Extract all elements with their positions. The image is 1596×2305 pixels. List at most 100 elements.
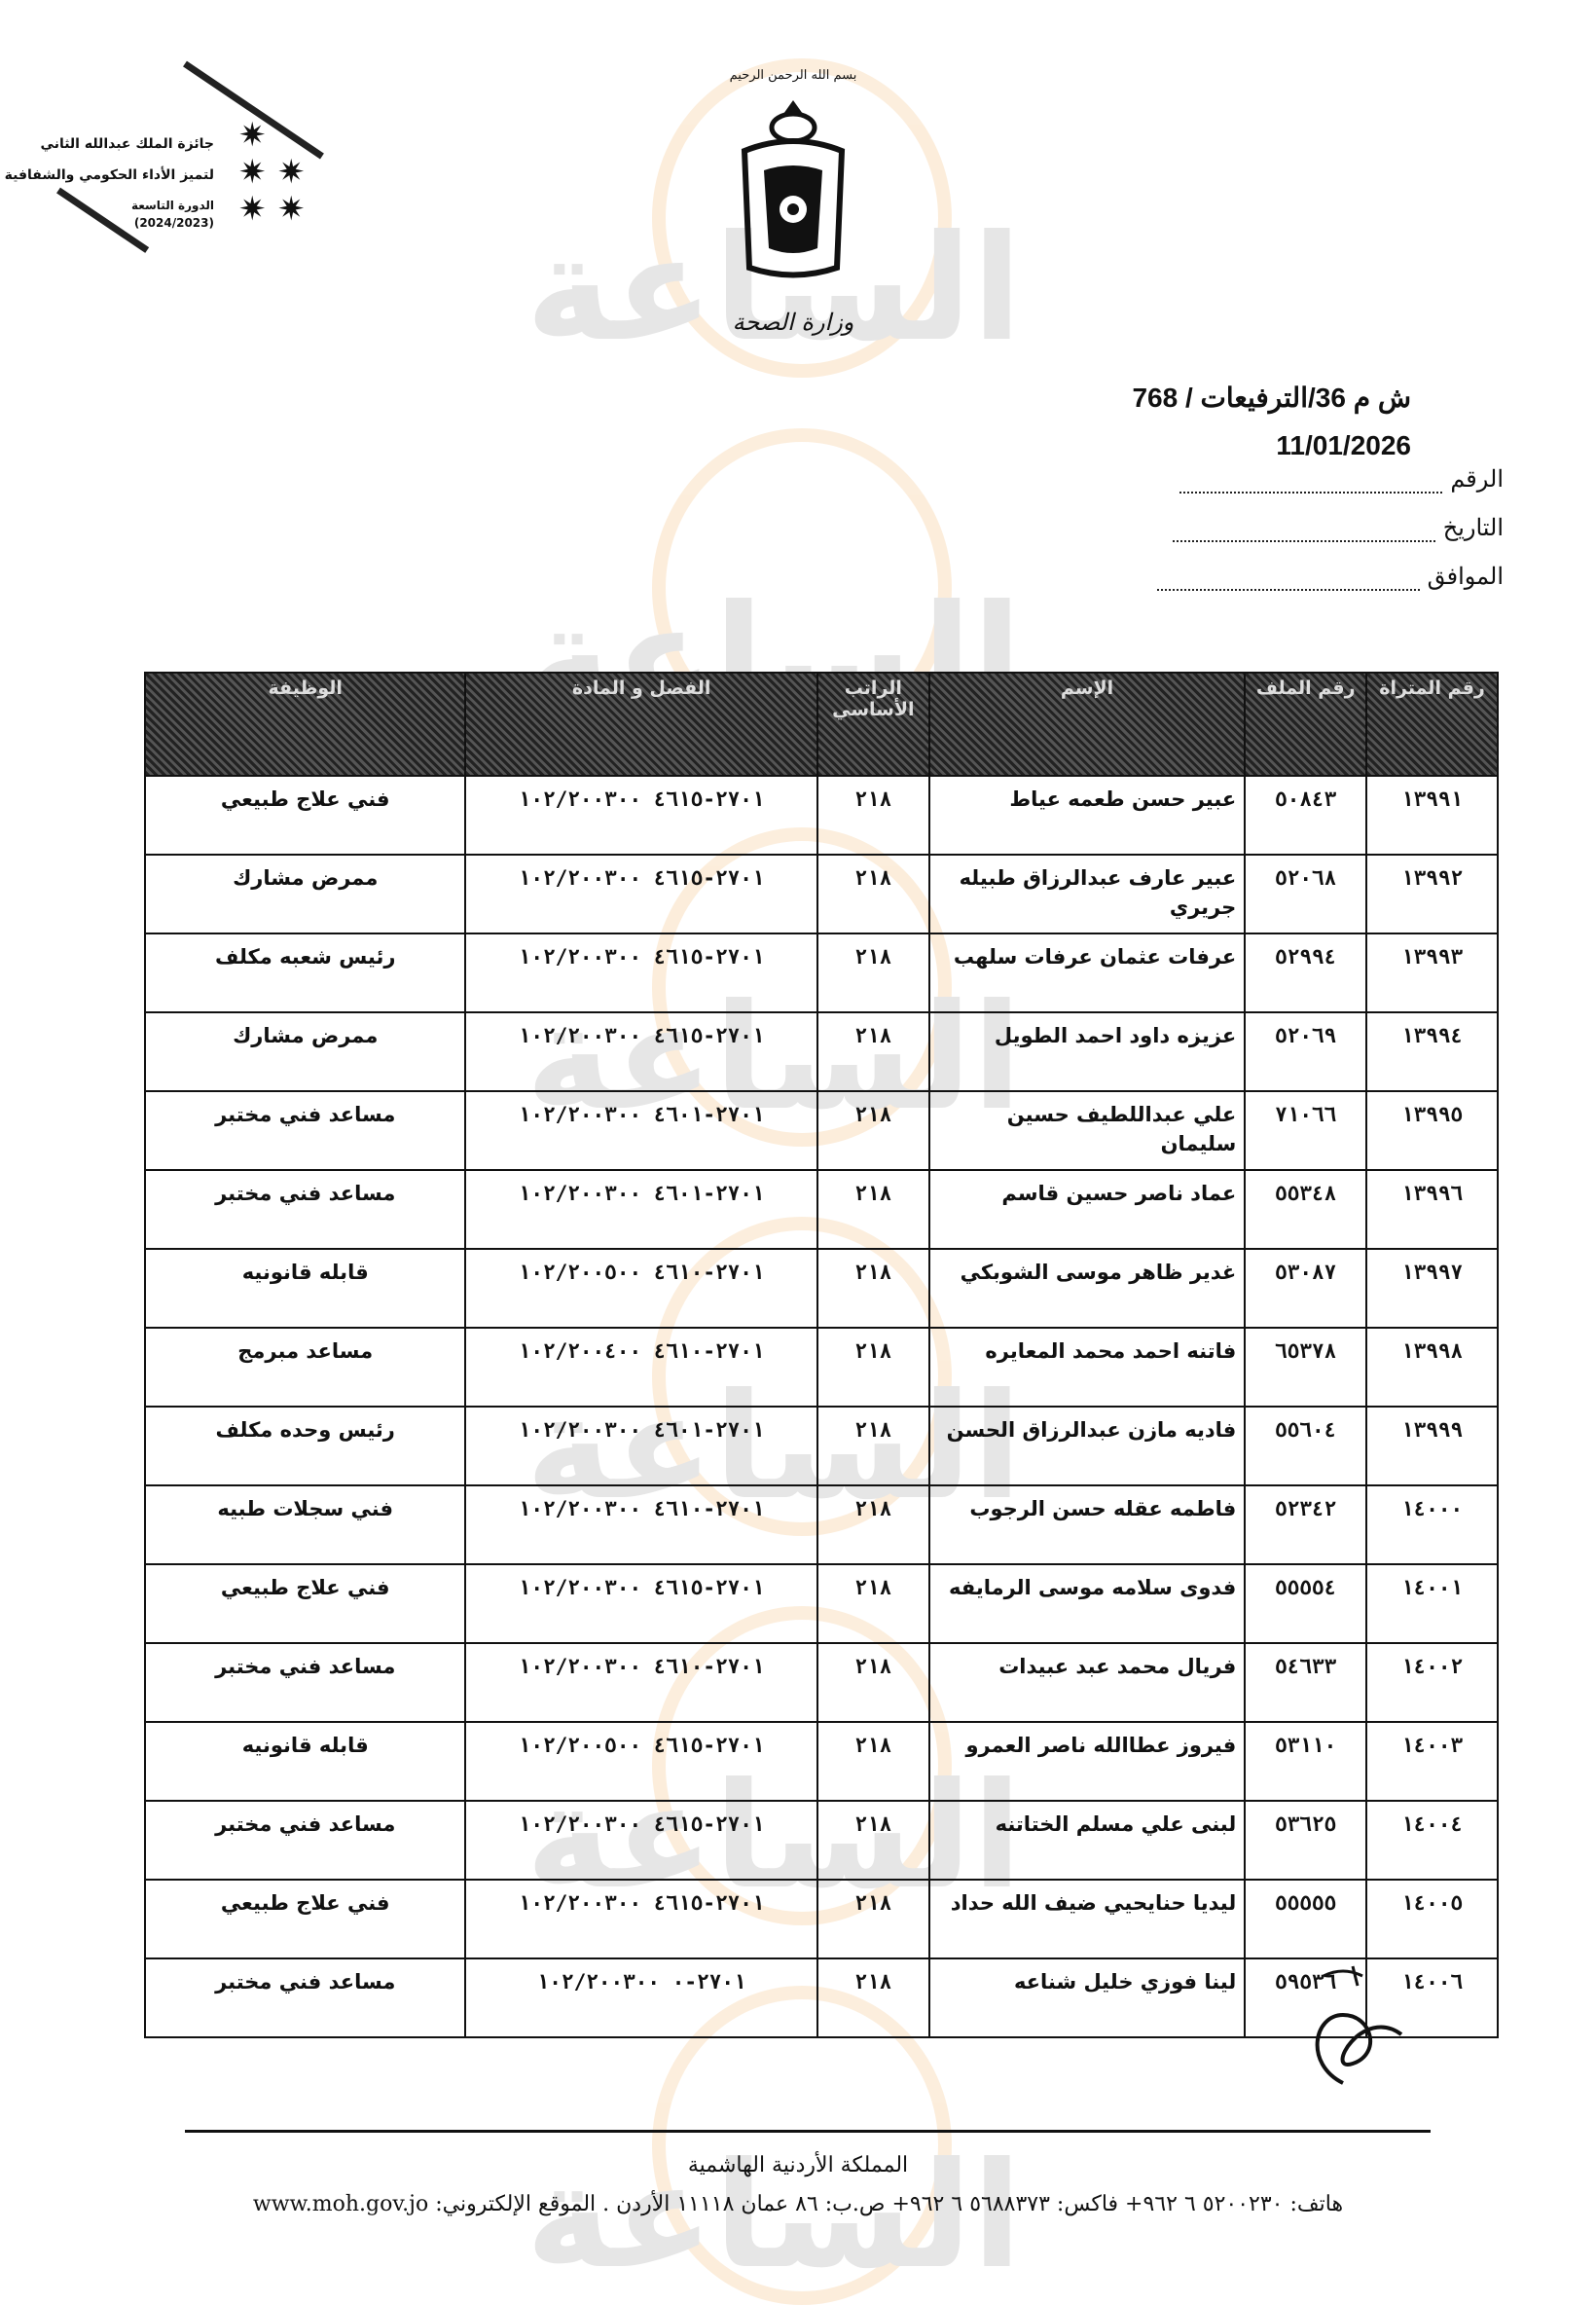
- footer-divider: [185, 2130, 1431, 2133]
- cell-name: علي عبداللطيف حسين سليمان: [927, 1090, 1247, 1171]
- cell-serial: ١٣٩٩٢: [1365, 854, 1499, 934]
- cell-job: قابله قانونيه: [143, 1248, 467, 1329]
- cell-file: ٥٣٠٨٧: [1244, 1248, 1368, 1329]
- cell-code: ٢٧٠١-٤٦١٠ ١٠٢/٢٠٠٣٠٠: [464, 1642, 818, 1723]
- cell-job: رئيس وحده مكلف: [143, 1406, 467, 1486]
- field-corresponding: الموافق: [1156, 563, 1504, 591]
- cell-serial: ١٤٠٠٣: [1365, 1721, 1499, 1802]
- dotted-line: [1179, 474, 1443, 494]
- cell-file: ٥٩٥٣٦: [1244, 1957, 1368, 2038]
- cell-code: ٢٧٠١-٤٦١٥ ١٠٢/٢٠٠٣٠٠: [464, 1563, 818, 1644]
- cell-name: ليديا حنايحيي ضيف الله حداد: [927, 1879, 1247, 1959]
- cell-code: ٢٧٠١-٤٦١٥ ١٠٢/٢٠٠٣٠٠: [464, 1879, 818, 1959]
- cell-name: عبير عارف عبدالرزاق طبيله جريري: [927, 854, 1247, 934]
- cell-name: لبنى علي مسلم الختاتنه: [927, 1800, 1247, 1881]
- column-header-salary: الراتب الأساسي: [816, 672, 930, 777]
- cell-name: فيروز عطاالله ناصر العمرو: [927, 1721, 1247, 1802]
- cell-salary: ٢١٨: [816, 1484, 930, 1565]
- table-row: ١٣٩٩٣ ٥٢٩٩٤ عرفات عثمان عرفات سلهب ٢١٨ ٢٧٠١-…: [143, 933, 1499, 1013]
- column-header-code: الفصل و المادة: [464, 672, 818, 777]
- table-row: ١٤٠٠٥ ٥٥٥٥٥ ليديا حنايحيي ضيف الله حداد ٢١٨…: [143, 1879, 1499, 1959]
- cell-serial: ١٤٠٠٢: [1365, 1642, 1499, 1723]
- table-row: ١٣٩٩٥ ٧١٠٦٦ علي عبداللطيف حسين سليمان ٢١٨ ٢٧…: [143, 1090, 1499, 1171]
- cell-salary: ٢١٨: [816, 933, 930, 1013]
- cell-salary: ٢١٨: [816, 1406, 930, 1486]
- field-label: الموافق: [1427, 564, 1504, 590]
- cell-salary: ٢١٨: [816, 854, 930, 934]
- cell-job: مساعد فني مختبر: [143, 1957, 467, 2038]
- document-date: 11/01/2026: [1276, 430, 1411, 460]
- cell-code: ٢٧٠١-٤٦١٥ ١٠٢/٢٠٠٣٠٠: [464, 1011, 818, 1092]
- cell-salary: ٢١٨: [816, 1563, 930, 1644]
- star-icon: ✷: [277, 153, 306, 192]
- cell-name: غدير ظاهر موسى الشوبكي: [927, 1248, 1247, 1329]
- column-header-serial: رقم المتراة: [1365, 672, 1499, 777]
- footer-kingdom: المملكة الأردنية الهاشمية: [687, 2153, 909, 2177]
- cell-code: ٢٧٠١-٠ ١٠٢/٢٠٠٣٠٠: [464, 1957, 818, 2038]
- cell-serial: ١٣٩٩٥: [1365, 1090, 1499, 1171]
- cell-file: ٥٤٦٣٣: [1244, 1642, 1368, 1723]
- cell-file: ٥٢٣٤٢: [1244, 1484, 1368, 1565]
- cell-serial: ١٣٩٩٩: [1365, 1406, 1499, 1486]
- cell-name: عماد ناصر حسين قاسم: [927, 1169, 1247, 1250]
- award-logo: جائزة الملك عبدالله الثاني لتميز الأداء …: [5, 58, 324, 253]
- cell-serial: ١٣٩٩٤: [1365, 1011, 1499, 1092]
- dotted-line: [1172, 523, 1435, 542]
- cell-code: ٢٧٠١-٤٦١٠ ١٠٢/٢٠٠٥٠٠: [464, 1248, 818, 1329]
- cell-serial: ١٤٠٠٦: [1365, 1957, 1499, 2038]
- cell-job: مساعد فني مختبر: [143, 1800, 467, 1881]
- cell-file: ٥٢٠٦٨: [1244, 854, 1368, 934]
- basmala: بسم الله الرحمن الرحيم: [729, 68, 857, 83]
- cell-salary: ٢١٨: [816, 1800, 930, 1881]
- cell-file: ٧١٠٦٦: [1244, 1090, 1368, 1171]
- award-line-1: جائزة الملك عبدالله الثاني: [40, 136, 214, 152]
- cell-job: مساعد فني مختبر: [143, 1169, 467, 1250]
- cell-salary: ٢١٨: [816, 1090, 930, 1171]
- cell-job: مساعد فني مختبر: [143, 1090, 467, 1171]
- cell-job: ممرض مشارك: [143, 1011, 467, 1092]
- table-row: ١٣٩٩٩ ٥٥٦٠٤ فاديه مازن عبدالرزاق الحسن ٢١٨ ٢…: [143, 1406, 1499, 1486]
- column-header-job: الوظيفة: [143, 672, 467, 777]
- cell-job: مساعد مبرمج: [143, 1327, 467, 1408]
- cell-file: ٥٢٠٦٩: [1244, 1011, 1368, 1092]
- award-line-2: لتميز الأداء الحكومي والشفافية: [4, 167, 214, 183]
- table-row: ١٤٠٠٤ ٥٣٦٢٥ لبنى علي مسلم الختاتنه ٢١٨ ٢٧٠١-…: [143, 1800, 1499, 1881]
- cell-job: مساعد فني مختبر: [143, 1642, 467, 1723]
- field-date: التاريخ: [1172, 514, 1504, 542]
- cell-code: ٢٧٠١-٤٦١٥ ١٠٢/٢٠٠٣٠٠: [464, 854, 818, 934]
- cell-code: ٢٧٠١-٤٦١٥ ١٠٢/٢٠٠٣٠٠: [464, 1800, 818, 1881]
- footer-contact: هاتف: ٥٢٠٠٢٣٠ ٦ ٩٦٢+ فاكس: ٥٦٨٨٣٧٣ ٦ ٩٦٢…: [252, 2192, 1344, 2216]
- coat-of-arms-icon: [741, 100, 846, 278]
- cell-salary: ٢١٨: [816, 775, 930, 856]
- cell-file: ٥٢٩٩٤: [1244, 933, 1368, 1013]
- promotions-table: رقم المتراة رقم الملف الإسم الراتب الأسا…: [143, 672, 1499, 2038]
- cell-name: لينا فوزي خليل شناعه: [927, 1957, 1247, 2038]
- cell-job: فني علاج طبيعي: [143, 1879, 467, 1959]
- cell-file: ٥٣٦٢٥: [1244, 1800, 1368, 1881]
- cell-name: فريال محمد عبد عبيدات: [927, 1642, 1247, 1723]
- award-line-3: الدورة التاسعة: [130, 199, 214, 212]
- table-row: ١٣٩٩٢ ٥٢٠٦٨ عبير عارف عبدالرزاق طبيله جرير…: [143, 854, 1499, 934]
- cell-salary: ٢١٨: [816, 1011, 930, 1092]
- cell-job: ممرض مشارك: [143, 854, 467, 934]
- cell-job: قابله قانونيه: [143, 1721, 467, 1802]
- cell-code: ٢٧٠١-٤٦١٠ ١٠٢/٢٠٠٤٠٠: [464, 1327, 818, 1408]
- column-header-file: رقم الملف: [1244, 672, 1368, 777]
- cell-name: فاتنه احمد محمد المعايره: [927, 1327, 1247, 1408]
- cell-salary: ٢١٨: [816, 1169, 930, 1250]
- table-row: ١٣٩٩٦ ٥٥٣٤٨ عماد ناصر حسين قاسم ٢١٨ ٢٧٠١-٤٦٠…: [143, 1169, 1499, 1250]
- star-icon: ✷: [277, 190, 306, 229]
- column-header-name: الإسم: [927, 672, 1247, 777]
- cell-serial: ١٣٩٩٨: [1365, 1327, 1499, 1408]
- cell-code: ٢٧٠١-٤٦٠١ ١٠٢/٢٠٠٣٠٠: [464, 1169, 818, 1250]
- star-icon: ✷: [238, 116, 267, 155]
- cell-name: عرفات عثمان عرفات سلهب: [927, 933, 1247, 1013]
- cell-file: ٥٥٦٠٤: [1244, 1406, 1368, 1486]
- cell-code: ٢٧٠١-٤٦١٠ ١٠٢/٢٠٠٣٠٠: [464, 1484, 818, 1565]
- cell-serial: ١٣٩٩٣: [1365, 933, 1499, 1013]
- cell-serial: ١٤٠٠١: [1365, 1563, 1499, 1644]
- field-label: التاريخ: [1442, 515, 1504, 541]
- cell-salary: ٢١٨: [816, 1957, 930, 2038]
- cell-name: عزيزه داود احمد الطويل: [927, 1011, 1247, 1092]
- cell-salary: ٢١٨: [816, 1327, 930, 1408]
